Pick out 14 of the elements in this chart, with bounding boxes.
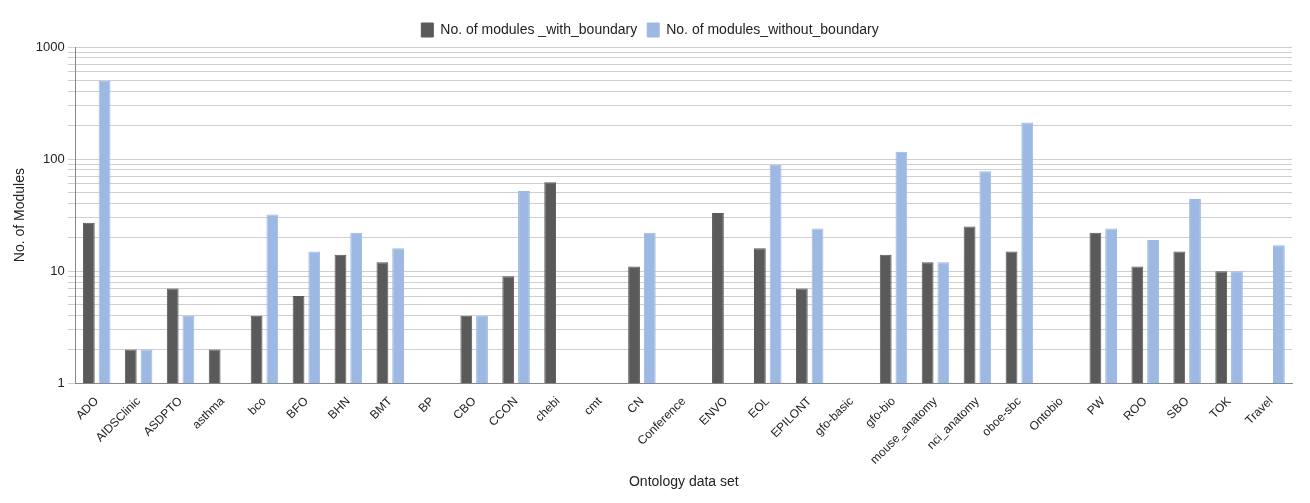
x-tick-label: cmt [580,393,605,418]
x-tick-label: bco [245,393,270,418]
legend-label: No. of modules_without_boundary [666,20,879,37]
x-tick-label: BP [415,393,437,416]
y-axis-title: No. of Modules [11,168,28,263]
x-axis-title: Ontology data set [628,473,739,490]
x-tick-label: TOK [1206,393,1234,422]
y-tick-label: 10 [50,262,65,278]
legend-label: No. of modules _with_boundary [440,20,638,37]
y-tick-label: 1 [57,374,65,390]
y-tick-label: 1000 [35,38,65,54]
x-tick-label: PW [1084,393,1109,418]
y-tick-label: 100 [43,150,65,166]
x-tick-label: EOL [745,393,773,421]
